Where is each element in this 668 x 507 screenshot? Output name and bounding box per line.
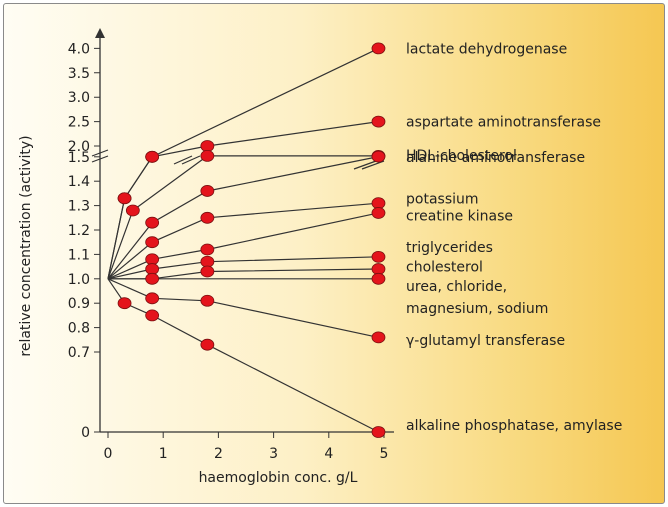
data-point bbox=[371, 331, 386, 344]
data-point bbox=[371, 115, 386, 128]
data-point bbox=[200, 140, 215, 152]
series-line bbox=[107, 156, 379, 280]
series-line bbox=[107, 202, 379, 280]
x-tick-label: 1 bbox=[159, 446, 168, 462]
data-point bbox=[125, 204, 140, 217]
series-label: aspartate aminotransferase bbox=[406, 115, 601, 131]
axis-break-mark bbox=[91, 149, 109, 163]
line-chart: 0 0.7 0.8 0.9 1.0 1.1 1.2 1.3 1.4 1.52.0 2.5 3.0 3.5… bbox=[18, 28, 622, 486]
y-tick-label: 0.8 bbox=[68, 321, 90, 337]
data-point bbox=[371, 272, 386, 285]
series-label: cholesterol bbox=[406, 260, 483, 276]
data-point bbox=[371, 426, 386, 438]
y-tick-label: 3.0 bbox=[68, 90, 90, 106]
data-point bbox=[145, 216, 160, 229]
data-point bbox=[371, 250, 386, 263]
data-point bbox=[200, 338, 215, 351]
series-label: HDL-cholesterol bbox=[406, 148, 517, 164]
data-point bbox=[371, 263, 386, 275]
chart-frame: 0 0.7 0.8 0.9 1.0 1.1 1.2 1.3 1.4 1.5 2.0 2.5 3.0 3.5… bbox=[3, 3, 665, 504]
x-tick-label: 3 bbox=[269, 446, 278, 462]
line-break-mark bbox=[353, 160, 385, 170]
data-markers bbox=[117, 42, 386, 438]
y-tick-label: 4.0 bbox=[68, 41, 90, 57]
data-point bbox=[371, 207, 386, 219]
x-tick-label: 5 bbox=[380, 446, 389, 462]
series-label: alkaline phosphatase, amylase bbox=[406, 418, 622, 434]
data-point bbox=[371, 150, 386, 163]
data-point bbox=[117, 297, 132, 310]
series-labels: lactate dehydrogenase aspartate aminotran… bbox=[406, 41, 622, 434]
y-tick-label: 1.2 bbox=[68, 223, 90, 239]
y-axis-arrow bbox=[95, 28, 105, 38]
x-axis-title: haemoglobin conc. g/L bbox=[199, 470, 358, 486]
data-point bbox=[145, 236, 160, 249]
series-label: urea, chloride, bbox=[406, 279, 507, 295]
data-point bbox=[145, 263, 160, 275]
series-line bbox=[107, 212, 379, 280]
x-tick-label: 0 bbox=[104, 446, 113, 462]
data-point bbox=[200, 211, 215, 224]
line-break-mark bbox=[173, 155, 201, 165]
series-line bbox=[107, 256, 379, 280]
series-label: potassium bbox=[406, 191, 479, 207]
y-tick-label: 1.1 bbox=[68, 247, 90, 263]
axes: 0 0.7 0.8 0.9 1.0 1.1 1.2 1.3 1.4 1.52.0 2.5 3.0 3.5… bbox=[68, 28, 394, 462]
data-point bbox=[145, 253, 160, 266]
data-point bbox=[117, 192, 132, 205]
data-point bbox=[200, 185, 215, 197]
series-label: creatine kinase bbox=[406, 208, 513, 224]
series-label: magnesium, sodium bbox=[406, 301, 548, 317]
y-tick-label: 2.0 bbox=[68, 139, 90, 155]
data-point bbox=[145, 309, 160, 322]
data-point bbox=[200, 149, 215, 162]
series-label: alanine aminotransferase bbox=[406, 150, 585, 166]
y-tick-label: 1.4 bbox=[68, 174, 90, 190]
data-point bbox=[145, 150, 160, 163]
data-point bbox=[371, 197, 386, 210]
y-tick-label: 0 bbox=[81, 425, 90, 441]
x-tick-label: 4 bbox=[324, 446, 333, 462]
data-point bbox=[200, 243, 215, 256]
y-tick-label: 2.5 bbox=[68, 115, 90, 131]
series-lines bbox=[107, 47, 379, 433]
y-axis-title: relative concentration (activity) bbox=[18, 135, 34, 356]
series-label: γ-glutamyl transferase bbox=[406, 333, 565, 349]
y-tick-label: 1.0 bbox=[68, 272, 90, 288]
y-tick-label: 1.3 bbox=[68, 199, 90, 215]
series-label: lactate dehydrogenase bbox=[406, 41, 567, 57]
y-tick-label: 1.5 bbox=[68, 150, 90, 166]
data-point bbox=[200, 255, 215, 268]
data-point bbox=[145, 272, 160, 285]
y-tick-label: 0.7 bbox=[68, 345, 90, 361]
data-point bbox=[200, 294, 215, 307]
series-line bbox=[107, 278, 379, 338]
x-tick-label: 2 bbox=[214, 446, 223, 462]
series-line bbox=[107, 155, 379, 280]
data-point bbox=[145, 292, 160, 305]
data-point bbox=[200, 265, 215, 278]
y-tick-label: 0.9 bbox=[68, 296, 90, 312]
y-tick-label: 3.5 bbox=[68, 66, 90, 82]
series-label: triglycerides bbox=[406, 240, 493, 256]
data-point bbox=[371, 42, 386, 55]
